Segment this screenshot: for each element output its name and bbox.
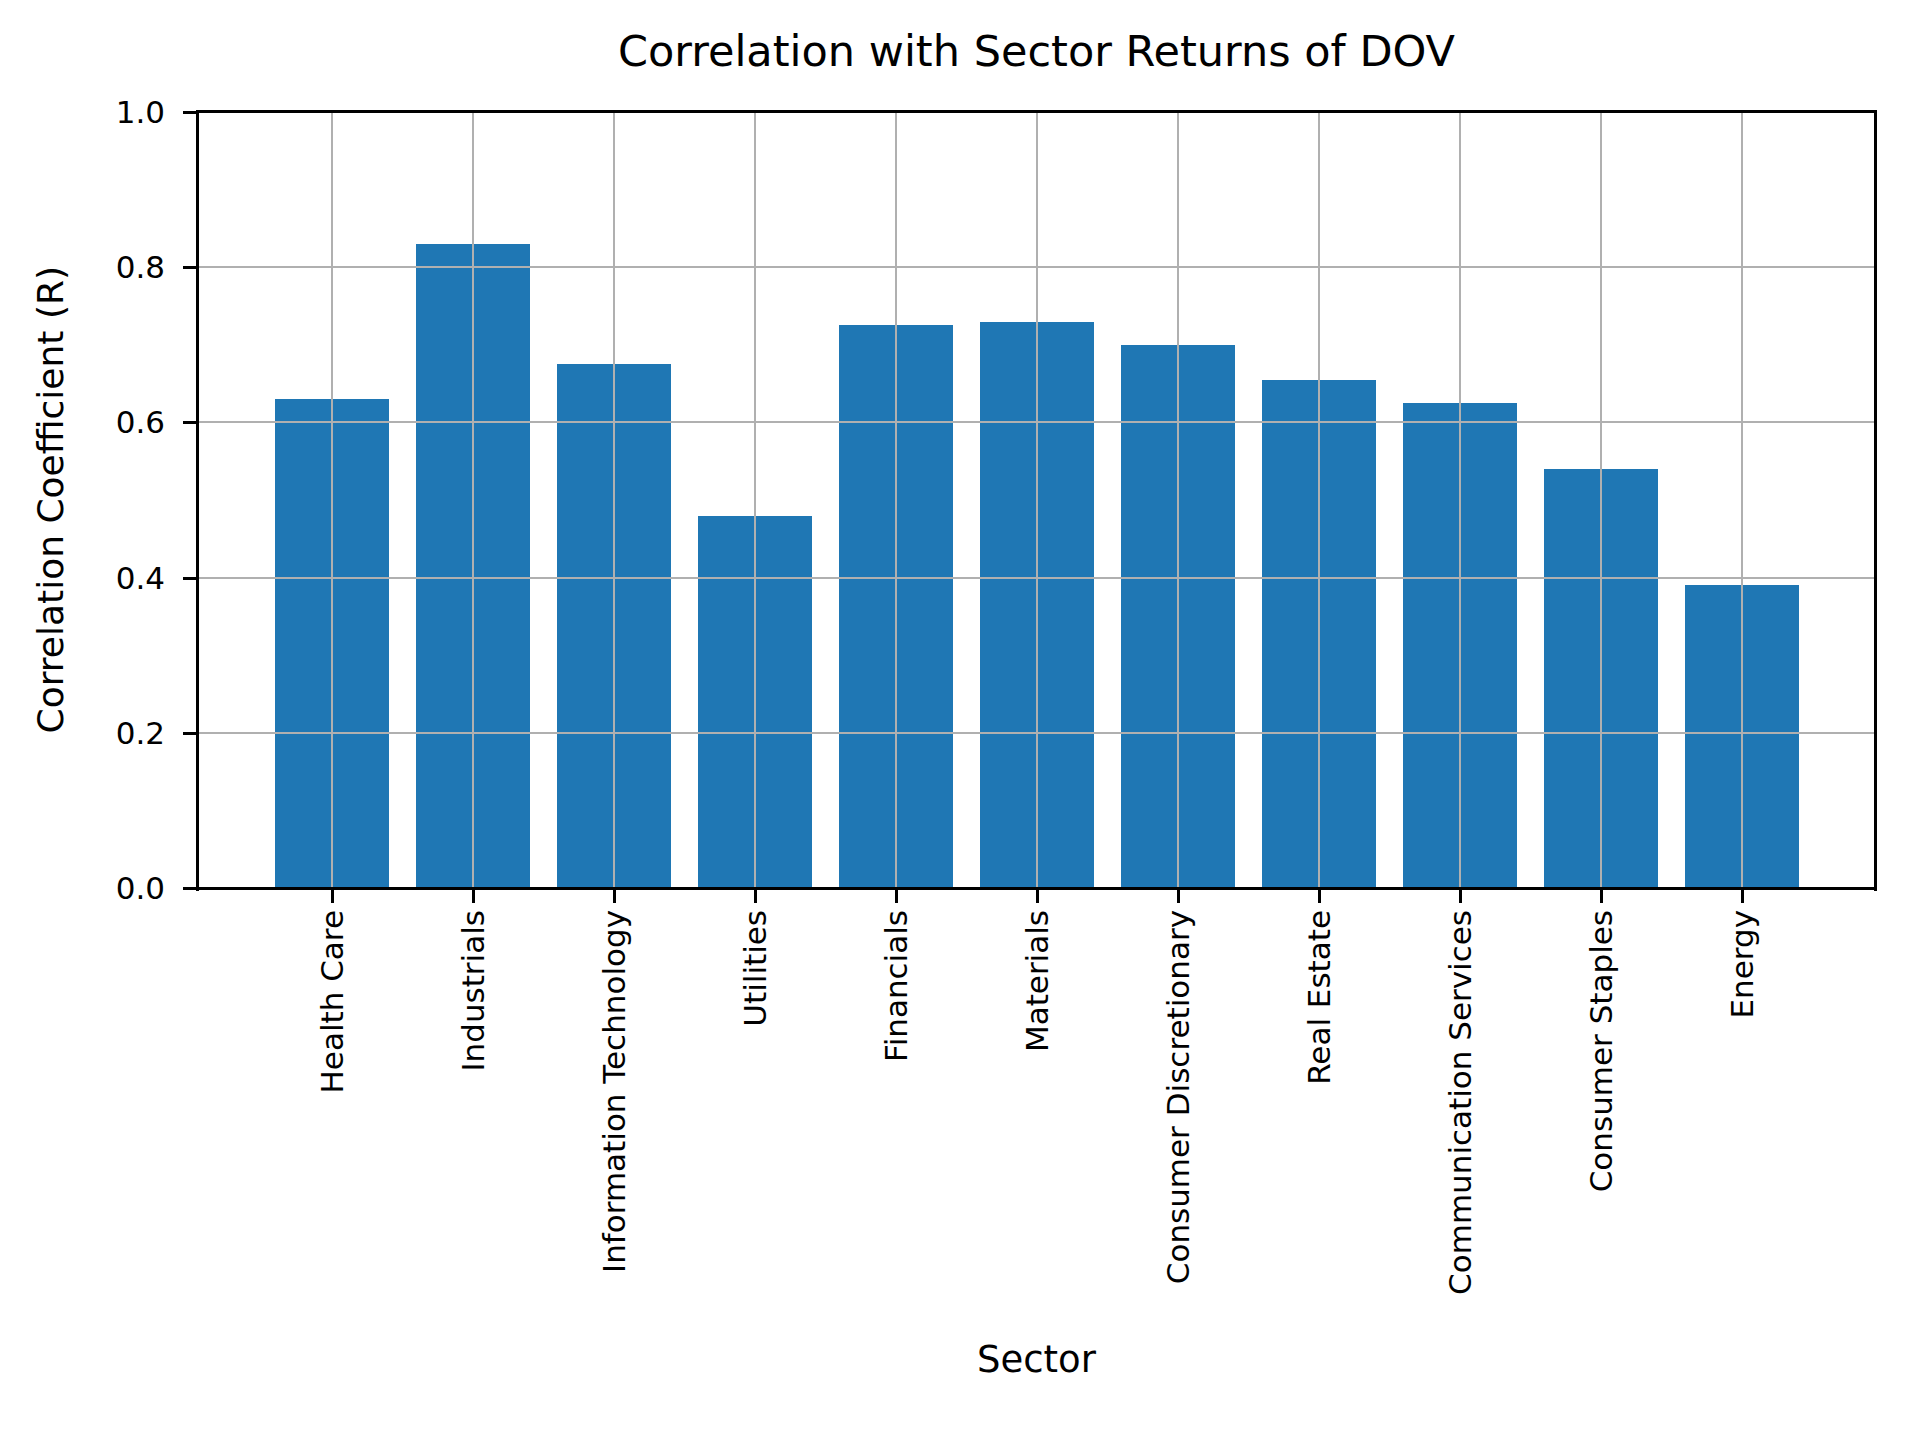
x-tick-mark	[1318, 888, 1321, 903]
x-tick-label-consumer-staples: Consumer Staples	[1583, 910, 1620, 1192]
gridline-vertical	[1177, 112, 1179, 888]
gridline-vertical	[895, 112, 897, 888]
gridline-vertical	[1741, 112, 1743, 888]
x-tick-mark	[472, 888, 475, 903]
x-tick-label-communication-services: Communication Services	[1442, 910, 1479, 1295]
x-tick-label-utilities: Utilities	[737, 910, 774, 1027]
x-tick-label-real-estate: Real Estate	[1301, 910, 1338, 1085]
gridline-vertical	[1036, 112, 1038, 888]
x-tick-mark	[331, 888, 334, 903]
y-axis-label-wrap: Correlation Coefficient (R)	[26, 112, 74, 888]
y-tick-label: 0.8	[40, 250, 165, 284]
gridline-vertical	[1600, 112, 1602, 888]
x-tick-mark	[1459, 888, 1462, 903]
x-tick-label-industrials: Industrials	[455, 910, 492, 1072]
axis-spine-left	[196, 110, 199, 891]
x-tick-mark	[1177, 888, 1180, 903]
y-tick-label: 0.4	[40, 561, 165, 595]
x-tick-label-health-care: Health Care	[314, 910, 351, 1093]
x-tick-label-materials: Materials	[1019, 910, 1056, 1052]
x-tick-mark	[1600, 888, 1603, 903]
x-tick-mark	[1741, 888, 1744, 903]
x-tick-label-information-technology: Information Technology	[596, 910, 633, 1273]
x-tick-mark	[895, 888, 898, 903]
axis-spine-bottom	[196, 887, 1877, 890]
gridline-vertical	[472, 112, 474, 888]
chart-title: Correlation with Sector Returns of DOV	[198, 26, 1875, 76]
x-tick-label-energy: Energy	[1724, 910, 1761, 1019]
gridline-vertical	[1318, 112, 1320, 888]
gridline-vertical	[754, 112, 756, 888]
y-tick-label: 1.0	[40, 95, 165, 129]
plot-area	[198, 112, 1875, 888]
x-axis-label: Sector	[198, 1338, 1875, 1381]
x-tick-mark	[1036, 888, 1039, 903]
y-tick-label: 0.2	[40, 716, 165, 750]
y-tick-label: 0.6	[40, 405, 165, 439]
x-tick-mark	[613, 888, 616, 903]
axis-spine-right	[1874, 110, 1877, 891]
x-tick-mark	[754, 888, 757, 903]
y-axis-label: Correlation Coefficient (R)	[30, 266, 71, 734]
gridline-vertical	[1459, 112, 1461, 888]
y-tick-label: 0.0	[40, 871, 165, 905]
axis-spine-top	[196, 110, 1877, 113]
gridline-vertical	[613, 112, 615, 888]
gridline-vertical	[331, 112, 333, 888]
bar-chart-figure: Correlation with Sector Returns of DOV C…	[0, 0, 1920, 1440]
x-tick-label-consumer-discretionary: Consumer Discretionary	[1160, 910, 1197, 1284]
x-tick-label-financials: Financials	[878, 910, 915, 1062]
